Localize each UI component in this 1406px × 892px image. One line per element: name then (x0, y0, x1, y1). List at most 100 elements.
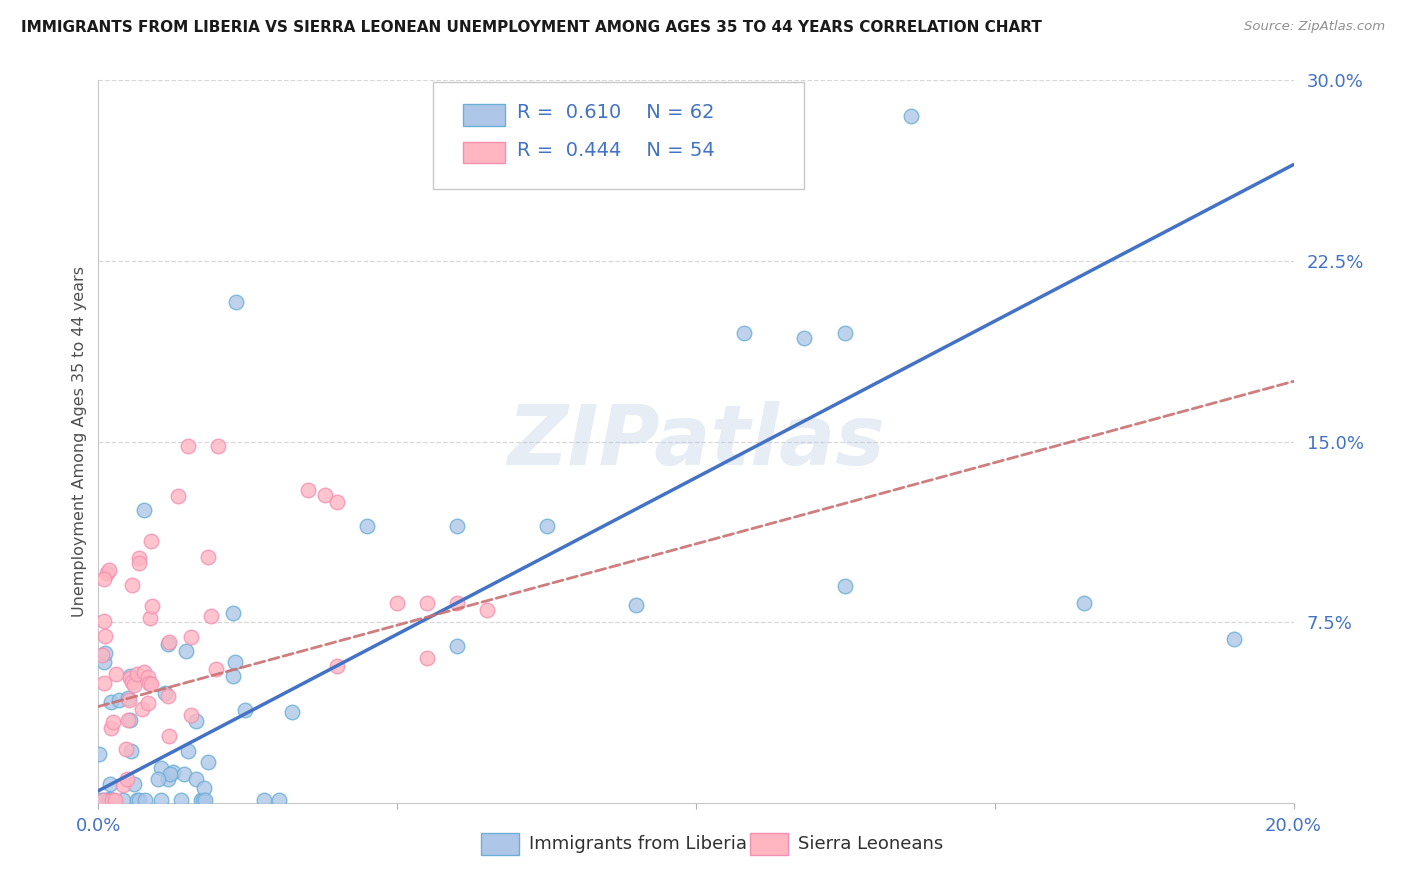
Point (93, 646, 115, 660)
Point (194, 793, 217, 807)
Point (222, 606, 245, 620)
Point (128, 556, 150, 570)
Point (108, 693, 131, 707)
Point (118, 671, 141, 685)
Point (834, 326, 856, 340)
FancyBboxPatch shape (749, 833, 787, 855)
Point (90, 648, 112, 662)
Point (93, 655, 115, 669)
Point (416, 596, 439, 610)
Point (128, 793, 150, 807)
Point (167, 489, 190, 503)
Text: ZIPatlas: ZIPatlas (508, 401, 884, 482)
Point (93, 629, 115, 643)
Point (101, 793, 124, 807)
Point (315, 487, 337, 501)
Point (96, 566, 118, 580)
Point (536, 518, 558, 533)
Point (148, 772, 170, 786)
Point (1223, 632, 1246, 646)
Point (416, 651, 439, 665)
Point (89, 793, 111, 807)
Point (100, 722, 122, 736)
Point (118, 669, 141, 683)
Point (138, 676, 160, 690)
Point (104, 667, 127, 681)
Point (626, 599, 648, 613)
Point (136, 696, 159, 710)
Point (101, 793, 124, 807)
Point (733, 326, 755, 340)
Point (132, 503, 155, 517)
Point (204, 662, 226, 676)
Point (153, 686, 176, 700)
Point (475, 603, 498, 617)
FancyBboxPatch shape (481, 833, 519, 855)
Point (253, 793, 276, 807)
Point (326, 494, 349, 508)
Point (89, 747, 111, 761)
Point (141, 599, 163, 614)
Point (162, 765, 184, 780)
Point (157, 689, 180, 703)
Point (186, 714, 208, 728)
Point (225, 294, 247, 309)
Point (117, 713, 139, 727)
Text: R =  0.444    N = 54: R = 0.444 N = 54 (517, 141, 714, 160)
Point (446, 518, 468, 533)
Point (93, 614, 115, 628)
Text: IMMIGRANTS FROM LIBERIA VS SIERRA LEONEAN UNEMPLOYMENT AMONG AGES 35 TO 44 YEARS: IMMIGRANTS FROM LIBERIA VS SIERRA LEONEA… (21, 20, 1042, 35)
Point (177, 439, 200, 453)
Point (118, 713, 141, 727)
Point (128, 551, 150, 566)
Point (115, 772, 138, 786)
Point (900, 109, 922, 123)
Point (149, 761, 172, 775)
Point (120, 744, 142, 758)
Point (157, 772, 180, 786)
Point (446, 596, 468, 610)
Point (141, 533, 163, 548)
Point (91, 793, 114, 807)
Text: Immigrants from Liberia: Immigrants from Liberia (529, 835, 747, 853)
Point (193, 793, 215, 807)
FancyBboxPatch shape (463, 104, 505, 126)
Point (193, 781, 215, 796)
Point (197, 549, 219, 564)
Point (97, 563, 120, 577)
Point (121, 674, 143, 689)
Point (170, 793, 193, 807)
FancyBboxPatch shape (433, 82, 804, 189)
Point (100, 793, 122, 807)
Point (118, 693, 141, 707)
Point (112, 778, 135, 792)
Point (173, 767, 195, 781)
Point (224, 655, 246, 669)
Point (184, 772, 207, 787)
Text: R =  0.610    N = 62: R = 0.610 N = 62 (517, 103, 714, 122)
Point (326, 658, 349, 673)
Point (156, 637, 179, 651)
Point (98, 776, 122, 790)
Point (98, 792, 121, 806)
Point (297, 483, 319, 497)
Point (157, 634, 180, 648)
Point (267, 793, 290, 807)
Point (117, 690, 139, 705)
Point (122, 678, 145, 692)
Point (1073, 596, 1095, 610)
Point (114, 741, 136, 756)
Point (222, 669, 245, 683)
Point (149, 793, 172, 807)
Point (190, 793, 212, 807)
Point (356, 518, 378, 533)
Point (446, 639, 468, 653)
Point (138, 611, 160, 625)
Point (131, 702, 153, 716)
Point (104, 793, 127, 807)
Y-axis label: Unemployment Among Ages 35 to 44 years: Unemployment Among Ages 35 to 44 years (72, 266, 87, 617)
Point (385, 596, 409, 610)
Point (157, 729, 180, 743)
Point (91, 793, 114, 807)
Point (233, 703, 256, 717)
